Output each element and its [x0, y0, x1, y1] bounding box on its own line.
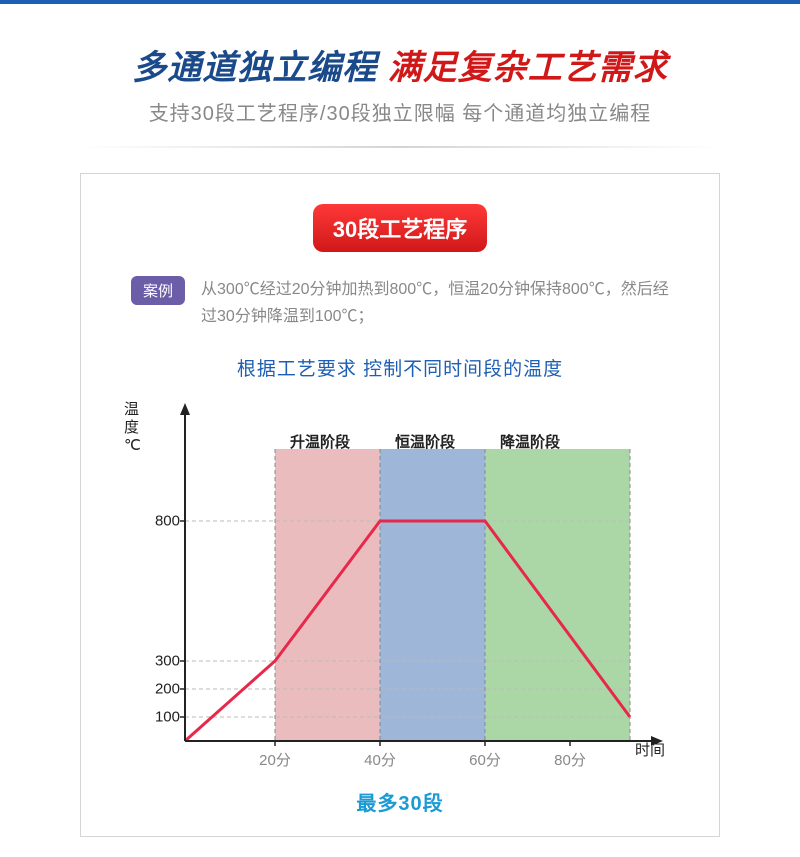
x-tick-label: 40分 — [364, 749, 396, 770]
y-tick-label: 100 — [155, 709, 180, 726]
example-row: 案例 从300℃经过20分钟加热到800℃，恒温20分钟保持800℃，然后经过3… — [111, 276, 689, 330]
subtitle: 支持30段工艺程序/30段独立限幅 每个通道均独立编程 — [40, 97, 760, 126]
x-axis-label: 时间 — [635, 739, 665, 760]
phase-label: 升温阶段 — [290, 431, 350, 452]
x-tick-label: 80分 — [554, 749, 586, 770]
chart-area: 温 度 ℃ 升温阶段恒温阶段降温阶段 800300200100 20分40分60… — [130, 401, 670, 781]
temperature-chart — [130, 401, 670, 771]
x-tick-label: 60分 — [469, 749, 501, 770]
title-part1: 多通道独立编程 — [132, 49, 387, 87]
title-part2: 满足复杂工艺需求 — [388, 49, 668, 87]
y-tick-label: 200 — [155, 681, 180, 698]
example-text: 从300℃经过20分钟加热到800℃，恒温20分钟保持800℃，然后经过30分钟… — [201, 276, 669, 330]
badge-wrapper: 30段工艺程序 — [111, 204, 689, 252]
main-title: 多通道独立编程 满足复杂工艺需求 — [40, 40, 760, 89]
divider — [80, 146, 720, 148]
x-tick-label: 20分 — [259, 749, 291, 770]
content-container: 多通道独立编程 满足复杂工艺需求 支持30段工艺程序/30段独立限幅 每个通道均… — [0, 4, 800, 857]
badge-program: 30段工艺程序 — [313, 204, 487, 252]
badge-example: 案例 — [131, 276, 185, 305]
y-tick-label: 800 — [155, 513, 180, 530]
phase-label: 降温阶段 — [500, 431, 560, 452]
title-section: 多通道独立编程 满足复杂工艺需求 支持30段工艺程序/30段独立限幅 每个通道均… — [40, 40, 760, 126]
chart-subtitle: 根据工艺要求 控制不同时间段的温度 — [111, 354, 689, 381]
y-tick-label: 300 — [155, 653, 180, 670]
phase-label: 恒温阶段 — [395, 431, 455, 452]
chart-container: 30段工艺程序 案例 从300℃经过20分钟加热到800℃，恒温20分钟保持80… — [80, 173, 720, 837]
bottom-label: 最多30段 — [111, 787, 689, 816]
